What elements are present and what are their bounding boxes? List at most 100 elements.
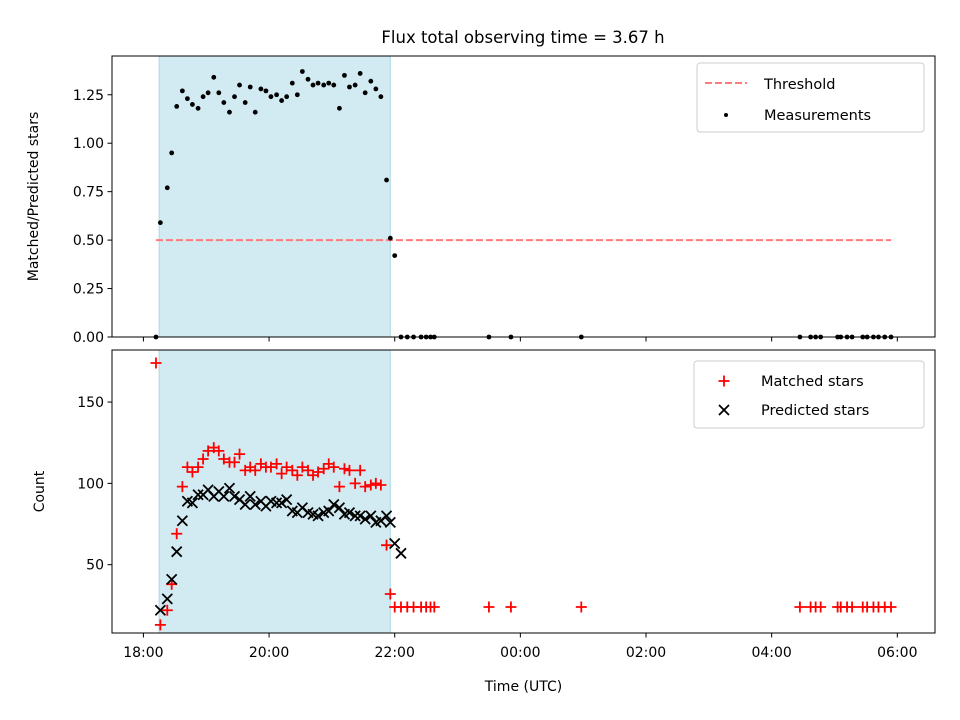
matched-star-point: [302, 464, 314, 476]
predicted-star-point: [395, 547, 407, 559]
predicted-star-point: [186, 497, 199, 509]
measurement-point: [268, 94, 274, 100]
bottom-ytick-label-2: 150: [77, 395, 104, 411]
predicted-star-point: [223, 482, 236, 494]
matched-star-point: [296, 461, 308, 473]
measurement-point: [237, 82, 242, 88]
bottom-xtick-label-2: 22:00: [375, 645, 415, 661]
bottom-ytick-label-1: 100: [77, 476, 104, 492]
legend-measurements-label: Measurements: [764, 108, 871, 124]
measurement-point: [174, 103, 180, 109]
measurement-point: [252, 109, 258, 115]
predicted-star-point: [380, 510, 393, 522]
measurement-point: [279, 98, 285, 103]
top-ytick-label-0: 0.00: [73, 330, 104, 346]
matched-star-point: [505, 601, 517, 613]
matched-star-point: [575, 601, 587, 613]
matched-star-point: [794, 601, 806, 613]
measurement-point: [195, 105, 201, 111]
bottom-legend-box: [693, 360, 925, 429]
matched-star-point: [333, 481, 345, 493]
matched-star-point: [318, 463, 330, 475]
top-ytick-label-2: 0.50: [73, 233, 104, 249]
bottom-ytick-label-0: 50: [86, 558, 104, 574]
top-legend-box: [696, 62, 925, 133]
measurement-point: [378, 94, 384, 100]
bottom-axes: 50 100 150 18:00 20:00 22:00 00:00 02:00 04:00 0…: [32, 349, 936, 695]
measurement-point: [289, 80, 295, 86]
top-x-ticks: [142, 337, 898, 342]
matched-star-point: [483, 601, 495, 613]
matched-star-point: [885, 601, 897, 613]
matched-star-point: [271, 458, 283, 470]
measurement-point: [232, 94, 237, 100]
matched-star-point: [291, 469, 303, 481]
measurement-point: [179, 88, 185, 94]
measurement-point: [242, 100, 248, 105]
measurement-point: [284, 94, 290, 100]
measurement-point: [274, 92, 279, 98]
matched-star-point: [176, 481, 188, 493]
measurement-point: [211, 74, 217, 80]
bottom-x-ticks: 18:00 20:00 22:00 00:00 02:00 04:00 06:00: [123, 633, 917, 661]
bottom-xtick-label-4: 02:00: [626, 645, 666, 661]
matched-star-point: [370, 477, 382, 489]
predicted-star-point: [228, 490, 241, 503]
legend-matched-label: Matched stars: [761, 374, 864, 390]
legend-x-marker: [718, 404, 730, 416]
predicted-star-point: [171, 546, 183, 558]
measurement-point: [331, 82, 337, 88]
matched-star-point: [281, 461, 293, 473]
measurement-point: [347, 84, 352, 90]
legend-matched-swatch: [718, 375, 730, 387]
top-ytick-label-3: 0.75: [73, 185, 104, 201]
top-axes-frame: [111, 55, 936, 338]
matched-star-point: [815, 601, 827, 613]
top-ytick-label-4: 1.00: [73, 136, 104, 152]
bottom-y-axis-label: Count: [32, 470, 48, 512]
predicted-star-point: [384, 516, 396, 529]
measurement-point: [294, 92, 300, 98]
predicted-star-point: [389, 537, 401, 550]
x-axis-label: Time (UTC): [484, 679, 562, 695]
predicted-star-point: [359, 513, 371, 525]
observing-window-shade-top: [158, 55, 391, 338]
predicted-star-point: [328, 498, 340, 511]
predicted-star-point: [161, 593, 173, 605]
measurement-point: [387, 235, 393, 241]
bottom-y-ticks: 50 100 150: [77, 395, 112, 574]
chart-title: Flux total observing time = 3.67 h: [381, 28, 664, 47]
top-y-axis-label: Matched/Predicted stars: [26, 112, 42, 282]
predicted-star-point: [275, 497, 288, 509]
measurement-point: [321, 82, 327, 88]
measurement-point: [263, 88, 269, 94]
measurement-point: [200, 94, 206, 100]
measurement-point: [190, 102, 195, 107]
matched-star-point: [229, 456, 241, 468]
predicted-star-point: [323, 505, 335, 517]
matched-star-point: [349, 477, 361, 489]
predicted-star-point: [192, 489, 204, 501]
observing-window-shade-bottom: [158, 349, 391, 634]
matched-star-point: [343, 464, 355, 476]
predicted-star-point: [343, 507, 356, 519]
bottom-xtick-label-1: 20:00: [249, 645, 289, 661]
matched-star-point: [359, 481, 371, 493]
matched-star-point: [381, 539, 393, 551]
predicted-star-point: [312, 510, 324, 522]
matched-star-point: [365, 479, 377, 491]
predicted-star-point: [244, 490, 256, 503]
predicted-star-point: [349, 510, 361, 522]
predicted-star-point: [354, 510, 366, 522]
matched-star-point: [213, 445, 225, 457]
measurement-point: [164, 185, 170, 191]
measurement-point: [326, 80, 332, 86]
matched-star-point: [375, 479, 387, 491]
measurement-point: [357, 71, 363, 76]
measurement-point: [310, 82, 316, 88]
measurement-point: [373, 86, 379, 92]
bottom-marks: [150, 357, 897, 631]
predicted-star-point: [166, 573, 178, 585]
measurement-point: [362, 90, 368, 96]
measurement-point: [205, 90, 211, 96]
